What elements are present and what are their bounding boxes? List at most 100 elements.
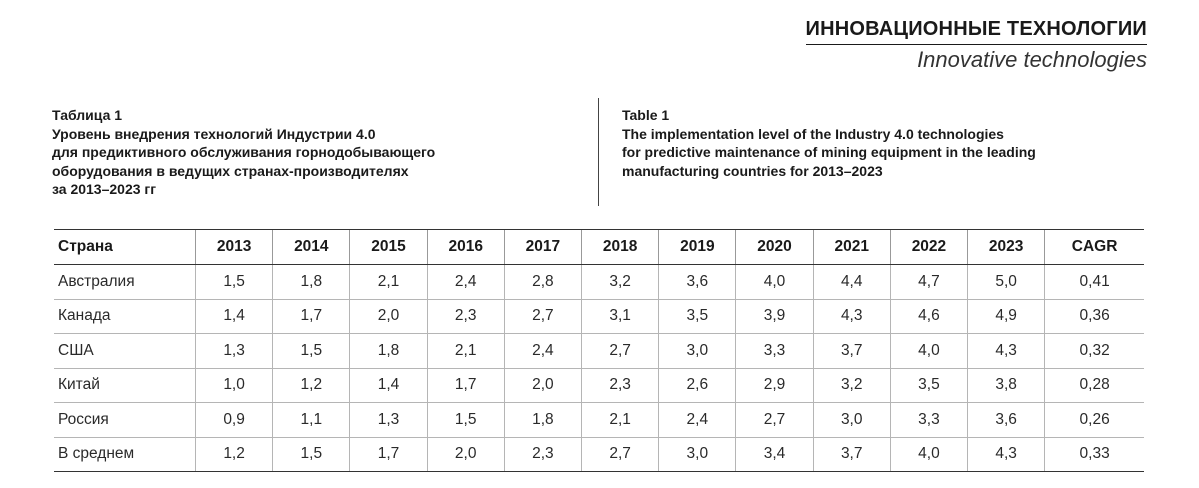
data-table: Страна 2013 2014 2015 2016 2017 2018 2019 2020 20…	[54, 229, 1144, 472]
column-header: 2021	[812, 229, 891, 265]
caption-line: The implementation level of the Industry…	[622, 125, 1004, 142]
table-cell: 0,9	[194, 402, 273, 438]
table-cell: 1,0	[194, 368, 273, 403]
table-cell: 1,4	[194, 299, 273, 334]
table-cell: 1,8	[349, 333, 428, 369]
table-cell: 3,4	[735, 437, 814, 472]
table-cell: 2,0	[349, 299, 428, 334]
table-cell: 1,7	[349, 437, 428, 472]
table-cell: 1,7	[426, 368, 505, 403]
table-header-row: Страна 2013 2014 2015 2016 2017 2018 2019 2020 20…	[54, 229, 1144, 265]
table-caption-ru: Таблица 1 Уровень внедрения технологий И…	[52, 106, 572, 199]
table-row: Канада 1,4 1,7 2,0 2,3 2,7 3,1 3,5 3,9 4,3 4,6 4,9 0…	[54, 299, 1144, 334]
table-cell: 2,3	[503, 437, 582, 472]
column-header: 2015	[349, 229, 428, 265]
table-body: Австралия 1,5 1,8 2,1 2,4 2,8 3,2 3,6 4,0 4,4 4,7 5…	[54, 264, 1144, 472]
table-cell: 2,3	[581, 368, 659, 403]
table-cell: 3,3	[735, 333, 814, 369]
table-cell: 3,2	[581, 264, 659, 300]
table-cell: 1,5	[272, 437, 350, 472]
section-title-ru: ИННОВАЦИОННЫЕ ТЕХНОЛОГИИ	[805, 18, 1147, 45]
caption-line: manufacturing countries for 2013–2023	[622, 162, 883, 179]
column-header: 2018	[581, 229, 659, 265]
table-cell: 0,32	[1044, 333, 1144, 369]
column-header: 2019	[658, 229, 736, 265]
table-cell: 1,3	[194, 333, 273, 369]
caption-divider	[598, 98, 599, 206]
table-cell: 2,4	[426, 264, 505, 300]
table-row: В среднем 1,2 1,5 1,7 2,0 2,3 2,7 3,0 3,4 3,7 4,0 4…	[54, 437, 1144, 472]
table-cell: 1,5	[194, 264, 273, 300]
table-cell: 3,9	[735, 299, 814, 334]
table-cell: 1,8	[503, 402, 582, 438]
column-header: 2022	[889, 229, 968, 265]
caption-line: оборудования в ведущих странах-производи…	[52, 162, 409, 179]
column-header: 2020	[735, 229, 814, 265]
table-cell: 1,4	[349, 368, 428, 403]
table-cell: 0,28	[1044, 368, 1144, 403]
table-cell: 5,0	[967, 264, 1045, 300]
table-cell: 4,0	[735, 264, 814, 300]
column-header: 2013	[194, 229, 273, 265]
table-cell: 4,3	[967, 437, 1045, 472]
table-cell: 3,5	[658, 299, 736, 334]
table-cell: 2,0	[503, 368, 582, 403]
table-row: Китай 1,0 1,2 1,4 1,7 2,0 2,3 2,6 2,9 3,2 3,5 3,8 0,…	[54, 368, 1144, 403]
row-label: США	[54, 333, 196, 369]
column-header: 2017	[503, 229, 582, 265]
table-cell: 2,9	[735, 368, 814, 403]
row-label: Канада	[54, 299, 196, 334]
table-cell: 3,6	[967, 402, 1045, 438]
table-cell: 1,3	[349, 402, 428, 438]
table-cell: 2,8	[503, 264, 582, 300]
table-cell: 3,0	[658, 437, 736, 472]
column-header: 2023	[967, 229, 1045, 265]
column-header: CAGR	[1044, 229, 1144, 265]
table-cell: 3,0	[658, 333, 736, 369]
caption-line: Уровень внедрения технологий Индустрии 4…	[52, 125, 376, 142]
table-cell: 3,8	[967, 368, 1045, 403]
caption-line: Таблица 1	[52, 107, 123, 123]
table-cell: 4,3	[967, 333, 1045, 369]
table-cell: 3,6	[658, 264, 736, 300]
caption-line: Table 1	[622, 107, 670, 123]
table-cell: 1,2	[194, 437, 273, 472]
table-cell: 1,1	[272, 402, 350, 438]
table-row: Россия 0,9 1,1 1,3 1,5 1,8 2,1 2,4 2,7 3,0 3,3 3,6 0…	[54, 402, 1144, 438]
row-label: Россия	[54, 402, 196, 438]
table-cell: 2,4	[658, 402, 736, 438]
table-cell: 3,2	[812, 368, 891, 403]
table-cell: 2,7	[503, 299, 582, 334]
section-title-en: Innovative technologies	[917, 47, 1147, 72]
table-cell: 4,7	[889, 264, 968, 300]
table-cell: 1,5	[426, 402, 505, 438]
table-cell: 3,7	[812, 437, 891, 472]
table-cell: 4,4	[812, 264, 891, 300]
row-label: Австралия	[54, 264, 196, 300]
table-cell: 1,2	[272, 368, 350, 403]
table-cell: 2,7	[581, 437, 659, 472]
table-cell: 2,1	[581, 402, 659, 438]
caption-line: за 2013–2023 гг	[52, 181, 157, 197]
table-cell: 0,33	[1044, 437, 1144, 472]
table-cell: 2,6	[658, 368, 736, 403]
table-cell: 0,41	[1044, 264, 1144, 300]
table-cell: 2,4	[503, 333, 582, 369]
column-header: 2016	[426, 229, 505, 265]
table-cell: 4,6	[889, 299, 968, 334]
table-cell: 3,5	[889, 368, 968, 403]
table-cell: 0,26	[1044, 402, 1144, 438]
table-cell: 2,1	[349, 264, 428, 300]
table-cell: 3,3	[889, 402, 968, 438]
table-row: Австралия 1,5 1,8 2,1 2,4 2,8 3,2 3,6 4,0 4,4 4,7 5…	[54, 264, 1144, 300]
table-cell: 3,1	[581, 299, 659, 334]
table-cell: 0,36	[1044, 299, 1144, 334]
column-header-country: Страна	[54, 229, 196, 265]
table-row: США 1,3 1,5 1,8 2,1 2,4 2,7 3,0 3,3 3,7 4,0 4,3 0,32	[54, 333, 1144, 369]
table-cell: 2,7	[735, 402, 814, 438]
row-label: Китай	[54, 368, 196, 403]
table-cell: 2,7	[581, 333, 659, 369]
caption-line: for predictive maintenance of mining equ…	[622, 144, 1036, 160]
running-head: ИННОВАЦИОННЫЕ ТЕХНОЛОГИИ Innovative tech…	[805, 18, 1147, 73]
table-cell: 3,7	[812, 333, 891, 369]
